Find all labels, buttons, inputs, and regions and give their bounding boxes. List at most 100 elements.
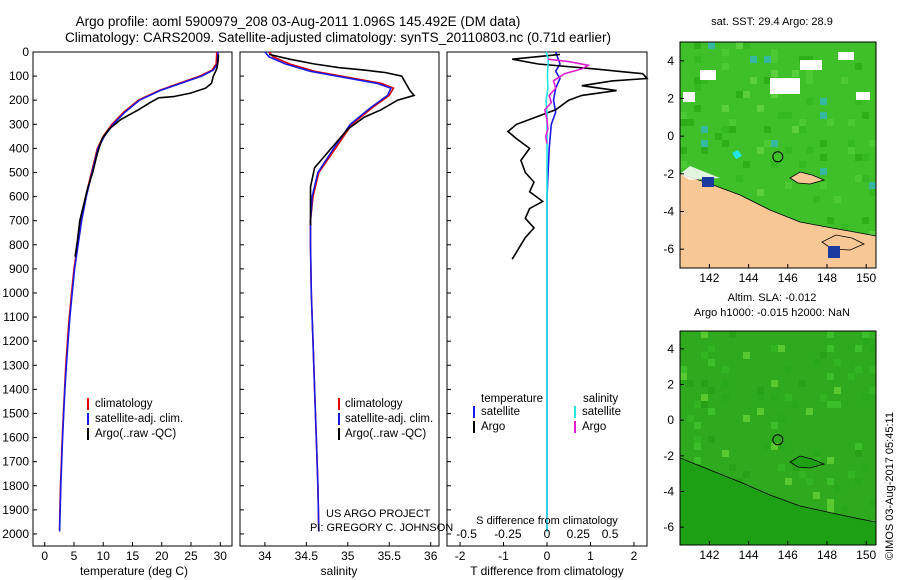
depth-tick-label: 400 [9,141,29,155]
sst-cell [722,49,729,56]
t-difference-xlabel: T difference from climatology [470,564,624,578]
sst-cell [764,126,771,133]
sst-cell [757,147,764,154]
map-x-tick-label: 144 [739,271,759,285]
ice-mask-coast [680,166,720,180]
sst-cell [848,147,855,154]
map-x-tick-label: 148 [817,271,837,285]
sst-cell [687,119,694,126]
sla-cell [694,436,701,443]
depth-tick-label: 100 [9,69,29,83]
temperature-axis-ticks: 0 5 10 15 20 25 30 [41,542,227,563]
map-x-tick-label: 144 [739,548,759,562]
x-tick-label: 34 [258,549,272,563]
depth-tick-label: 1000 [2,286,29,300]
sst-cell [757,105,764,112]
x-tick-label: 35 [341,549,355,563]
x-tick-label: 15 [126,549,140,563]
salinity-xlabel: salinity [321,564,358,578]
sla-cell [827,401,834,408]
sla-cell [708,436,715,443]
sst-map-ticks: 142 144 146 148 150 4 2 0 -2 -4 -6 [663,54,876,285]
difference-panel: -2 -1 0 1 2 S difference from climatology -0… [446,51,649,578]
depth-tick-label: 1200 [2,334,29,348]
legend-label-satellite: satellite-adj. clim. [345,413,433,425]
cyan-cell [732,150,742,159]
island-1-sla [789,455,826,469]
sst-map-panel: sat. SST: 29.4 Argo: 28.9 142 144 146 148 15… [663,16,876,285]
x-tick-label: 1 [587,549,594,563]
sst-cell [862,217,869,224]
x-tick-label: 35.5 [378,549,402,563]
sst-cell [820,112,827,119]
sst-cell [799,161,806,168]
sla-cell [855,345,862,352]
sla-cell [722,450,729,457]
sst-cell [764,140,771,147]
sla-cell [701,401,708,408]
legend-label-temp-satellite: satellite [481,406,520,418]
sst-map-field [680,42,876,268]
sst-cell [743,42,750,49]
sla-cell [869,366,876,373]
legend-header-temperature: temperature [481,393,543,405]
s-difference-tick-label: -0.5 [456,527,477,541]
sst-cell [862,175,869,182]
sla-cell [722,366,729,373]
sla-cell [855,443,862,450]
sla-cell [785,478,792,485]
map-y-tick-label: 0 [667,129,674,143]
sst-cell [799,119,806,126]
series-line-argo-raw-qc- [268,53,416,226]
map-y-tick-label: 4 [667,54,674,68]
sst-cell [827,119,834,126]
argo-location-marker [772,434,784,446]
sst-cell [778,112,785,119]
sst-cell [820,182,827,189]
sla-cell [855,366,862,373]
sla-cell [869,499,876,506]
sst-cell [855,154,862,161]
salinity-series-lines [264,51,416,532]
sst-cell [701,77,708,84]
ice-mask-patch [683,92,695,102]
sst-cell [834,196,841,203]
sst-cell [722,63,729,70]
sst-cell [694,105,701,112]
sla-cell [771,394,778,401]
s-difference-tick-label: -0.25 [494,527,522,541]
sst-cell [820,98,827,105]
sst-cell [729,126,736,133]
legend-header-salinity: salinity [583,393,618,405]
sla-cell [869,331,876,338]
temperature-panel: 0100200300400500600700800900100011001200… [2,45,233,578]
sla-cell [778,464,785,471]
salinity-legend: climatology satellite-adj. clim. Argo(..… [338,398,433,440]
depth-tick-label: 1500 [2,406,29,420]
x-tick-label: -1 [498,549,509,563]
sla-cell [869,345,876,352]
series-line-satellite-adj-clim- [264,51,392,532]
salinity-plot-frame [239,51,440,547]
salinity-axis-ticks: 34 34.5 35 35.5 36 [258,542,438,563]
sla-cell [743,471,750,478]
sla-cell [827,499,834,506]
sla-cell [799,380,806,387]
sst-map-title: sat. SST: 29.4 Argo: 28.9 [711,16,833,28]
sla-map-title-1: Altim. SLA: -0.012 [728,292,817,304]
legend-label-sal-argo: Argo [582,421,606,433]
blue-cell-1 [702,177,714,187]
x-tick-label: 34.5 [295,549,319,563]
map-y-tick-label: 2 [667,92,674,106]
sla-cell [834,387,841,394]
sst-cell [820,168,827,175]
sst-cell [736,42,743,49]
depth-tick-label: 1600 [2,431,29,445]
series-line-argo [543,58,591,144]
legend-label-satellite: satellite-adj. clim. [95,413,183,425]
sst-cell [680,119,687,126]
temperature-legend: climatology satellite-adj. clim. Argo(..… [87,398,183,440]
depth-tick-label: 1100 [3,310,29,324]
sst-cell [848,119,855,126]
sla-cell [785,394,792,401]
